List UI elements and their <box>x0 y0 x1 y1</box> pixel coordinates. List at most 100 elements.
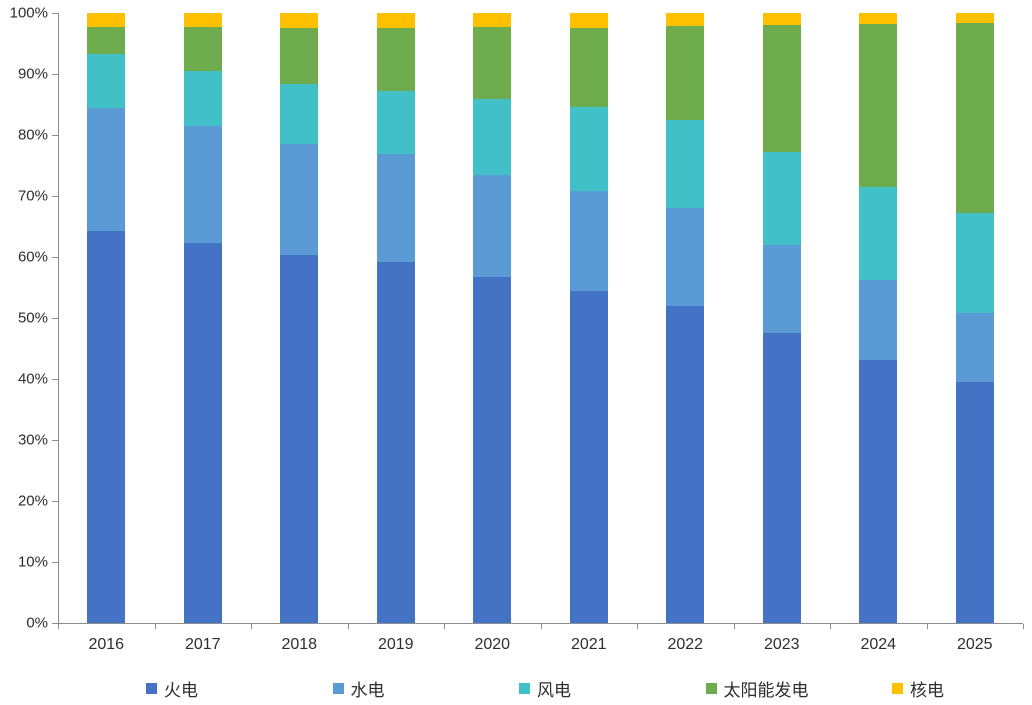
bar-segment-thermal-2020 <box>473 277 512 623</box>
y-axis-tick <box>52 440 58 441</box>
y-axis-tick <box>52 318 58 319</box>
legend-item-nuclear: 核电 <box>892 676 1032 701</box>
y-axis-tick <box>52 562 58 563</box>
bar-segment-hydro-2025 <box>955 312 994 383</box>
bar-segment-nuclear-2021 <box>569 13 608 28</box>
bar-2019 <box>376 13 415 623</box>
x-axis-label-2021: 2021 <box>570 636 607 653</box>
bar-segment-wind-2021 <box>569 106 608 191</box>
bar-segment-solar-2018 <box>280 28 319 85</box>
x-axis-label-2020: 2020 <box>474 636 511 653</box>
bar-segment-wind-2020 <box>473 99 512 176</box>
x-axis-tick <box>444 624 445 629</box>
y-axis-tick-label: 10% <box>17 553 48 571</box>
y-axis-tick <box>52 196 58 197</box>
legend-swatch-wind <box>519 683 530 694</box>
x-axis-tick <box>154 624 156 629</box>
y-axis-tick <box>52 135 58 136</box>
legend-item-solar: 太阳能发电 <box>705 676 893 701</box>
y-axis-tick-label: 20% <box>17 492 48 510</box>
y-axis-tick-label: 80% <box>17 126 48 144</box>
bar-2025 <box>955 13 994 623</box>
bar-segment-nuclear-2016 <box>87 13 126 28</box>
bar-2023 <box>762 13 801 623</box>
bar-segment-thermal-2023 <box>762 332 801 623</box>
x-axis-label-2018: 2018 <box>281 636 318 653</box>
bar-segment-thermal-2025 <box>955 382 994 623</box>
bar-segment-thermal-2021 <box>569 290 608 623</box>
y-axis-tick-label: 60% <box>17 248 48 266</box>
y-axis-tick-label: 100% <box>9 4 48 22</box>
bar-segment-wind-2025 <box>955 212 994 313</box>
bar-segment-nuclear-2022 <box>666 13 705 27</box>
bar-segment-hydro-2019 <box>376 153 415 262</box>
bar-segment-thermal-2016 <box>87 231 126 623</box>
y-axis-tick-label: 70% <box>17 187 48 205</box>
bar-2017 <box>183 13 222 623</box>
bar-segment-nuclear-2018 <box>280 13 319 29</box>
bar-segment-hydro-2022 <box>666 207 705 306</box>
bar-2022 <box>666 13 705 623</box>
legend-swatch-solar <box>705 683 717 694</box>
x-axis-label-2019: 2019 <box>377 636 414 653</box>
y-axis-tick-label: 50% <box>17 309 48 327</box>
x-axis-label-2024: 2024 <box>860 636 897 653</box>
bar-segment-solar-2025 <box>955 22 994 213</box>
legend-swatch-thermal <box>146 683 157 694</box>
legend-label-thermal: 火电 <box>164 681 198 700</box>
y-axis-tick <box>52 13 58 14</box>
bar-segment-wind-2017 <box>183 70 222 126</box>
y-axis-tick-label: 0% <box>26 614 48 632</box>
legend-label-solar: 太阳能发电 <box>723 681 809 700</box>
x-axis-tick <box>926 624 928 629</box>
bar-segment-solar-2024 <box>859 24 898 187</box>
x-axis-tick <box>637 624 638 629</box>
bar-segment-wind-2022 <box>666 120 705 208</box>
legend-swatch-hydro <box>332 683 344 694</box>
bar-2020 <box>473 13 512 623</box>
y-axis-tick <box>52 257 58 258</box>
bar-segment-thermal-2017 <box>183 242 222 623</box>
y-axis-line <box>58 13 59 623</box>
bar-segment-hydro-2018 <box>280 143 319 256</box>
legend-label-wind: 风电 <box>537 681 571 700</box>
bar-segment-solar-2021 <box>569 27 608 107</box>
bar-segment-nuclear-2023 <box>762 13 801 26</box>
x-axis-label-2023: 2023 <box>763 636 800 653</box>
chart-legend: 火电 水电 风电 太阳能发电 核电 <box>146 676 1032 701</box>
x-axis-tick <box>540 624 542 629</box>
bar-segment-solar-2016 <box>87 27 126 54</box>
bar-segment-hydro-2017 <box>183 125 222 243</box>
x-axis-tick <box>347 624 349 629</box>
bar-segment-wind-2018 <box>280 84 319 144</box>
y-axis-tick <box>52 501 58 502</box>
bar-segment-solar-2019 <box>376 28 415 92</box>
y-axis-tick-label: 40% <box>17 370 48 388</box>
bar-segment-nuclear-2019 <box>376 13 415 29</box>
bar-segment-wind-2016 <box>87 53 126 109</box>
bar-segment-hydro-2021 <box>569 190 608 291</box>
bar-2016 <box>87 13 126 623</box>
bar-2024 <box>859 13 898 623</box>
bar-2018 <box>280 13 319 623</box>
bar-segment-thermal-2022 <box>666 305 705 623</box>
bar-segment-solar-2020 <box>473 27 512 100</box>
legend-item-thermal: 火电 <box>146 676 333 701</box>
x-axis-line <box>58 623 1023 624</box>
bar-segment-thermal-2024 <box>859 360 898 623</box>
bar-segment-wind-2023 <box>762 152 801 245</box>
bar-segment-thermal-2018 <box>280 255 319 623</box>
bar-segment-hydro-2016 <box>87 108 126 232</box>
bar-segment-thermal-2019 <box>376 261 415 623</box>
bar-segment-nuclear-2025 <box>955 13 994 23</box>
x-axis-label-2017: 2017 <box>184 636 221 653</box>
x-axis-label-2016: 2016 <box>88 636 125 653</box>
bar-segment-wind-2024 <box>859 186 898 281</box>
x-axis-tick <box>251 624 252 629</box>
legend-swatch-nuclear <box>892 683 903 694</box>
x-axis-tick <box>58 624 59 629</box>
x-axis-tick <box>830 624 831 629</box>
bar-segment-wind-2019 <box>376 91 415 154</box>
legend-item-hydro: 水电 <box>332 676 520 701</box>
